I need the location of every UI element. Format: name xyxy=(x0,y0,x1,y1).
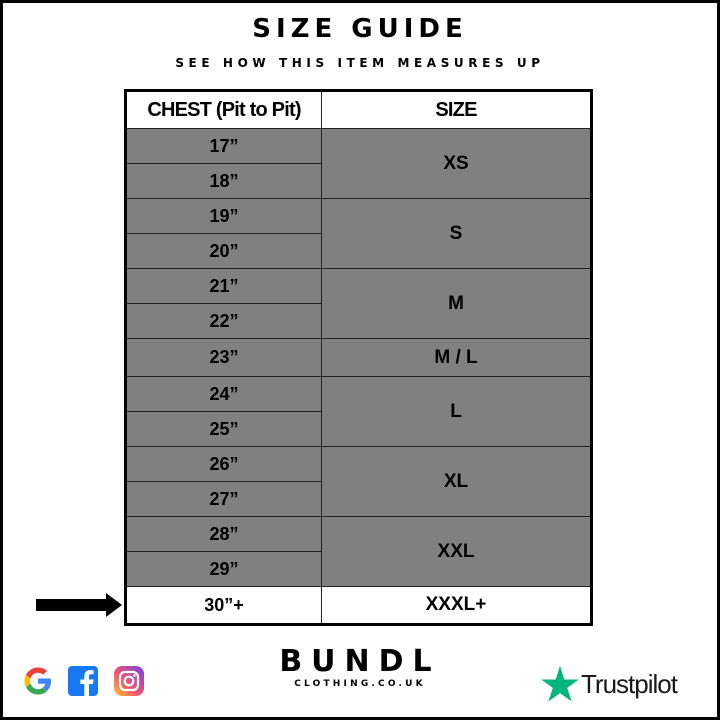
chest-cell: 20” xyxy=(125,233,322,269)
size-cell: XS xyxy=(321,128,592,199)
chest-cell: 17” xyxy=(125,128,322,164)
brand-name: BUNDL xyxy=(279,644,441,679)
size-table: CHEST (Pit to Pit) SIZE 17” XS 18” 19” S 20” 2… xyxy=(124,89,593,626)
arrow-icon xyxy=(36,599,108,611)
table-row: 21” M xyxy=(125,268,592,339)
size-cell: XXL xyxy=(321,516,592,587)
trustpilot-logo[interactable]: Trustpilot xyxy=(541,666,678,702)
page-title: SIZE GUIDE xyxy=(252,14,468,44)
column-header-chest: CHEST (Pit to Pit) xyxy=(125,90,322,129)
chest-cell: 26” xyxy=(125,446,322,482)
chest-cell: 18” xyxy=(125,163,322,199)
table-row: 24” L xyxy=(125,376,592,447)
arrow-head-icon xyxy=(106,593,122,617)
chest-cell: 21” xyxy=(125,268,322,304)
table-row: 27” xyxy=(125,481,592,517)
column-header-size: SIZE xyxy=(321,90,592,129)
table-row: 29” xyxy=(125,551,592,587)
page-subtitle: SEE HOW THIS ITEM MEASURES UP xyxy=(175,56,545,70)
chest-cell: 30”+ xyxy=(125,586,322,625)
size-cell: M / L xyxy=(321,338,592,377)
size-cell: XXXL+ xyxy=(321,586,592,625)
google-icon[interactable] xyxy=(22,665,54,697)
chest-cell: 29” xyxy=(125,551,322,587)
star-icon xyxy=(541,666,579,702)
trustpilot-text: Trustpilot xyxy=(581,668,678,699)
table-row: 17” XS xyxy=(125,128,592,199)
chest-cell: 19” xyxy=(125,198,322,234)
chest-cell: 23” xyxy=(125,338,322,377)
table-row: 25” xyxy=(125,411,592,447)
chest-cell: 24” xyxy=(125,376,322,412)
chest-cell: 22” xyxy=(125,303,322,339)
size-cell: L xyxy=(321,376,592,447)
chest-cell: 28” xyxy=(125,516,322,552)
size-cell: S xyxy=(321,198,592,269)
chest-cell: 25” xyxy=(125,411,322,447)
table-row: 30”+ XXXL+ xyxy=(125,586,592,625)
table-row: 22” xyxy=(125,303,592,339)
table-row: 20” xyxy=(125,233,592,269)
table-row: 26” XL xyxy=(125,446,592,517)
brand-logo: BUNDL CLOTHING.CO.UK xyxy=(270,644,450,690)
facebook-icon[interactable] xyxy=(67,665,99,697)
table-row: 19” S xyxy=(125,198,592,269)
chest-cell: 27” xyxy=(125,481,322,517)
table-row: 23” M / L xyxy=(125,338,592,377)
instagram-icon[interactable] xyxy=(113,665,145,697)
size-cell: M xyxy=(321,268,592,339)
brand-website: CLOTHING.CO.UK xyxy=(294,679,426,689)
size-cell: XL xyxy=(321,446,592,517)
table-row: 28” XXL xyxy=(125,516,592,587)
